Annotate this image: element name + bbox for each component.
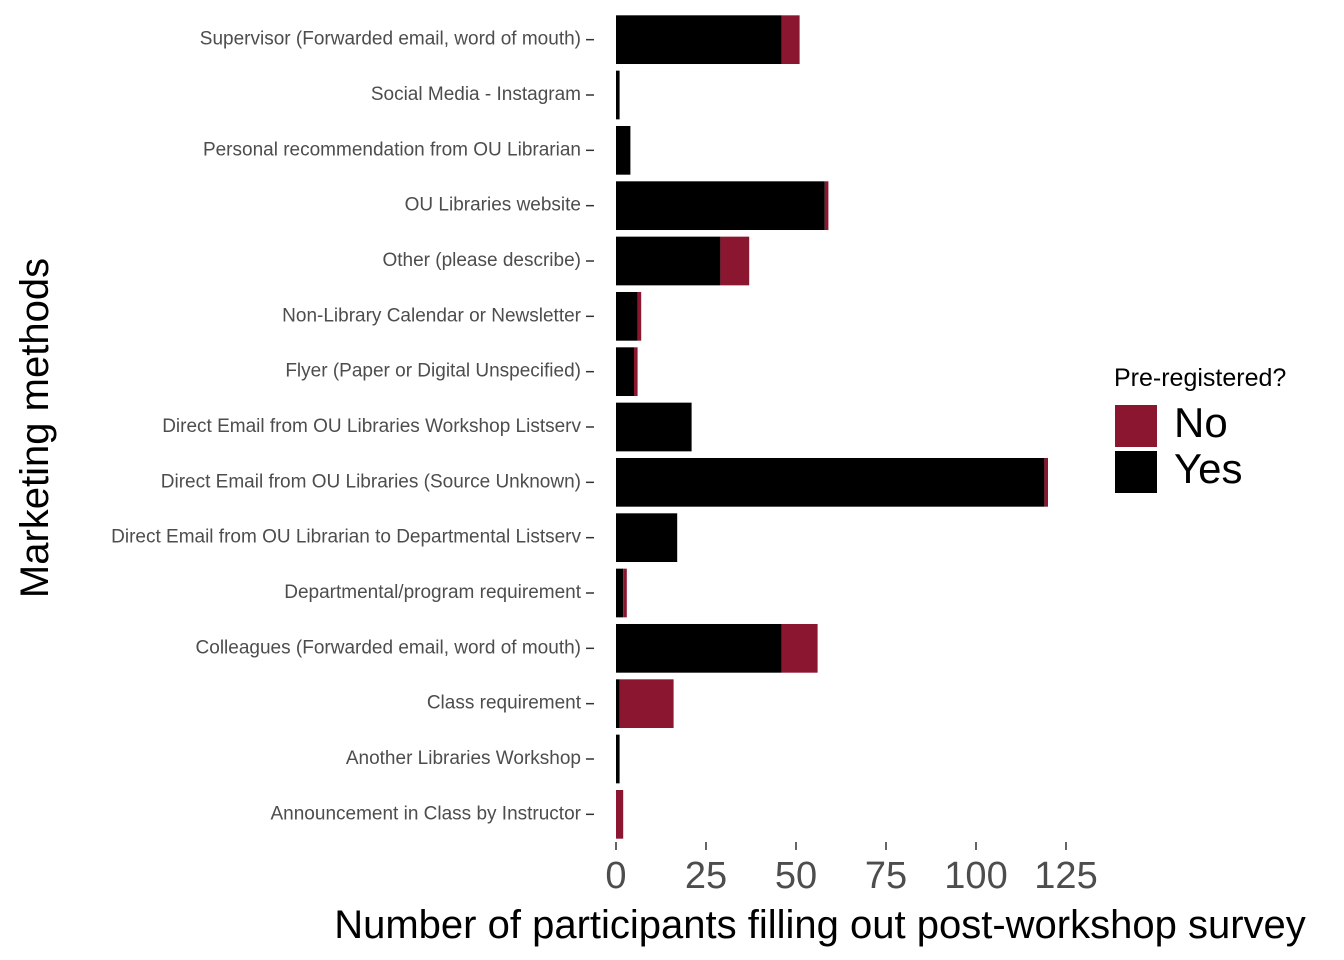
y-tick-label: Another Libraries Workshop	[346, 748, 581, 769]
y-tick-label: Direct Email from OU Librarian to Depart…	[111, 527, 581, 548]
bar-no	[634, 347, 638, 397]
y-tick-label: Supervisor (Forwarded email, word of mou…	[200, 29, 581, 50]
legend-swatch-yes	[1115, 451, 1157, 493]
bar-yes	[616, 568, 624, 618]
legend-swatch-no	[1115, 405, 1157, 447]
y-tick-label: Departmental/program requirement	[284, 582, 581, 603]
legend-label-yes: Yes	[1174, 445, 1243, 492]
y-tick-label: Social Media - Instagram	[371, 84, 581, 105]
bar-no	[623, 568, 627, 618]
bar-yes	[616, 236, 721, 286]
bar-no	[616, 789, 624, 839]
bars-layer	[616, 15, 1048, 839]
bar-no	[781, 15, 800, 65]
x-tick-label: 25	[685, 855, 727, 897]
bar-yes	[616, 679, 620, 729]
x-axis: 0 25 50 75 100 125	[605, 842, 1098, 897]
bar-yes	[616, 513, 678, 563]
y-tick-label: Direct Email from OU Libraries Workshop …	[162, 416, 581, 437]
x-tick-label: 100	[944, 855, 1007, 897]
bar-yes	[616, 402, 692, 452]
bar-no	[637, 291, 642, 341]
legend-label-no: No	[1174, 399, 1228, 446]
bar-no	[619, 679, 674, 729]
y-tick-label: Flyer (Paper or Digital Unspecified)	[285, 361, 581, 382]
x-axis-title: Number of participants filling out post-…	[334, 903, 1306, 947]
x-tick-label: 125	[1034, 855, 1097, 897]
y-tick-label: Class requirement	[427, 693, 582, 714]
bar-yes	[616, 734, 620, 784]
bar-yes	[616, 623, 782, 673]
y-tick-label: Personal recommendation from OU Libraria…	[203, 139, 581, 160]
bar-no	[781, 623, 818, 673]
y-tick-label: Other (please describe)	[382, 250, 581, 271]
y-tick-label: Announcement in Class by Instructor	[271, 803, 582, 824]
y-tick-label: OU Libraries website	[405, 195, 581, 216]
y-axis-title: Marketing methods	[13, 258, 57, 598]
bar-yes	[616, 181, 825, 231]
x-tick-label: 0	[605, 855, 626, 897]
bar-yes	[616, 70, 620, 120]
bar-no	[720, 236, 750, 286]
x-tick-label: 75	[865, 855, 907, 897]
bar-yes	[616, 15, 782, 65]
y-tick-label: Colleagues (Forwarded email, word of mou…	[196, 637, 581, 658]
bar-no	[1044, 457, 1048, 507]
bar-yes	[616, 125, 631, 175]
y-tick-label: Direct Email from OU Libraries (Source U…	[161, 471, 581, 492]
y-tick-label: Non-Library Calendar or Newsletter	[282, 305, 582, 326]
bar-yes	[616, 291, 638, 341]
bar-yes	[616, 457, 1045, 507]
category-axis: Supervisor (Forwarded email, word of mou…	[111, 29, 594, 824]
bar-no	[824, 181, 829, 231]
x-tick-label: 50	[775, 855, 817, 897]
bar-yes	[616, 347, 634, 397]
legend-title: Pre-registered?	[1114, 364, 1286, 392]
